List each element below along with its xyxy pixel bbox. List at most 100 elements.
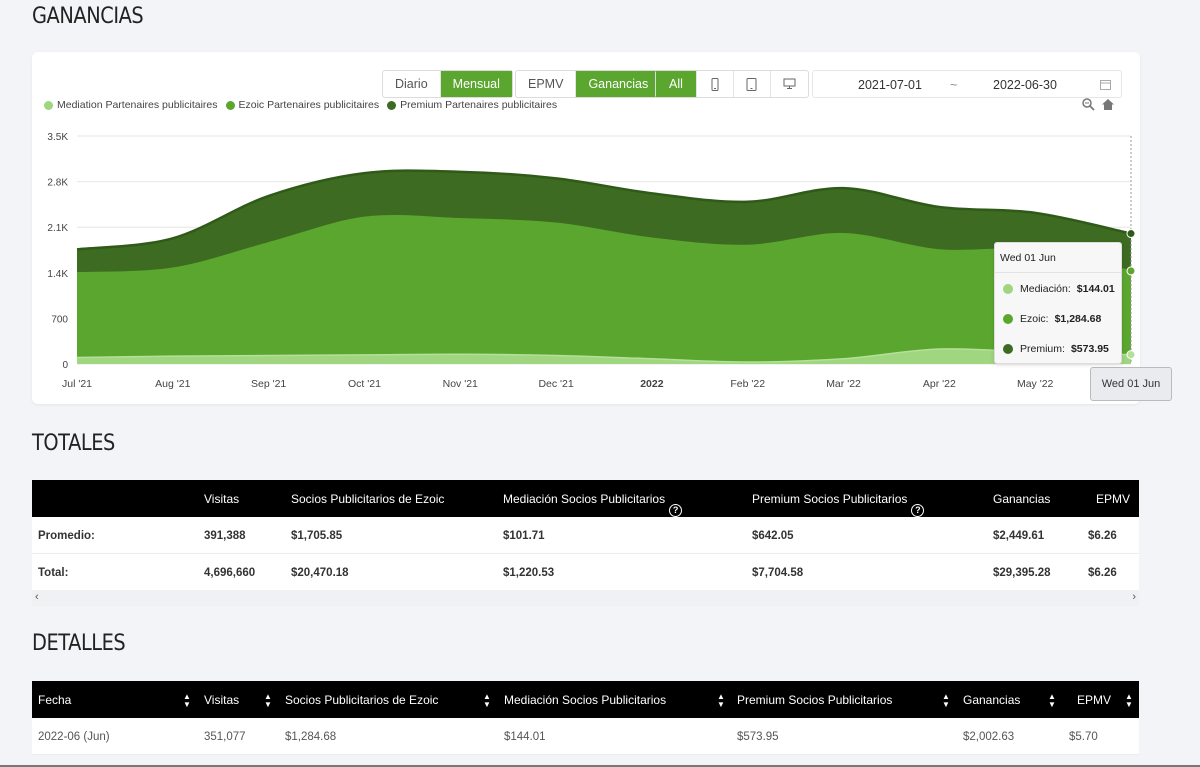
sort-icon[interactable]: ▲ ▼ [264, 692, 272, 709]
chart-tools [1082, 98, 1115, 111]
tooltip-title: Wed 01 Jun [995, 243, 1121, 273]
x-tick-label: Nov '21 [443, 378, 478, 390]
legend-item-mediation[interactable]: Mediation Partenaires publicitaires [44, 99, 218, 111]
cell-mediacion: $1,220.53 [503, 567, 555, 579]
tooltip-dot [1003, 314, 1013, 324]
sort-icon[interactable]: ▲ ▼ [1048, 692, 1056, 709]
calendar-icon [1100, 80, 1111, 90]
header-visitas[interactable]: Visitas [204, 693, 240, 707]
scroll-right-icon[interactable]: › [1132, 591, 1136, 603]
horizontal-scrollbar[interactable]: ‹ › [32, 590, 1139, 606]
header-mediacion[interactable]: Mediación Socios Publicitarios [504, 693, 667, 707]
area-mediation-line [76, 348, 1132, 363]
sort-icon[interactable]: ▲ ▼ [942, 692, 950, 709]
chart-legend: Mediation Partenaires publicitaires Ezoi… [44, 99, 565, 111]
cell-epmv: $6.26 [1088, 530, 1117, 542]
tooltip-dot [1003, 284, 1013, 294]
legend-item-ezoic[interactable]: Ezoic Partenaires publicitaires [225, 99, 380, 111]
cell-ganancias: $2,449.61 [993, 530, 1045, 542]
desktop-button[interactable] [771, 71, 808, 97]
cell-epmv: $6.26 [1088, 567, 1117, 579]
x-tick-label: Mar '22 [826, 378, 861, 390]
header-ezoic[interactable]: Socios Publicitarios de Ezoic [285, 693, 439, 707]
area-mediation [77, 348, 1131, 364]
desktop-icon [783, 78, 796, 89]
y-tick-label: 1.4K [47, 269, 68, 280]
metric-toggle: EPMV Ganancias [515, 70, 662, 98]
tooltip-value: $144.01 [1076, 283, 1115, 295]
legend-label: Ezoic Partenaires publicitaires [238, 99, 380, 111]
sort-icon[interactable]: ▲ ▼ [1125, 692, 1133, 709]
scroll-left-icon[interactable]: ‹ [35, 591, 39, 603]
header-ganancias: Ganancias [993, 492, 1051, 506]
header-ganancias[interactable]: Ganancias [963, 693, 1021, 707]
help-icon[interactable]: ? [669, 504, 683, 517]
date-range-picker[interactable]: 2021-07-01 ~ 2022-06-30 [812, 70, 1122, 98]
x-tick-label: 2022 [640, 378, 664, 390]
cell-mediacion: $101.71 [503, 530, 545, 542]
details-header: Fecha ▲ ▼ Visitas ▲ ▼ Socios Publicitarios… [32, 681, 1139, 718]
mobile-icon [711, 77, 719, 91]
cell-epmv: $5.70 [1069, 731, 1098, 743]
y-tick-label: 3.5K [47, 132, 68, 143]
row-label: Promedio: [38, 530, 95, 542]
cell-ezoic: $1,705.85 [291, 530, 343, 542]
header-epmv[interactable]: EPMV [1077, 693, 1112, 707]
header-mediacion-label: Mediación Socios Publicitarios [503, 492, 666, 506]
cell-mediacion: $144.01 [504, 731, 546, 743]
cell-ezoic: $20,470.18 [291, 567, 349, 579]
ganancias-title: GANANCIAS [32, 4, 144, 29]
cell-ezoic: $1,284.68 [285, 731, 337, 743]
table-row: Total: 4,696,660 $20,470.18 $1,220.53 $7… [32, 554, 1139, 591]
home-icon[interactable] [1101, 98, 1115, 111]
tooltip-row-premium: Premium: $573.95 [1003, 343, 1109, 355]
sort-icon[interactable]: ▲ ▼ [717, 692, 725, 709]
header-ezoic: Socios Publicitarios de Ezoic [291, 492, 445, 506]
header-visitas: Visitas [204, 492, 240, 506]
tooltip-label: Ezoic: [1020, 313, 1049, 325]
x-tick-label: May '22 [1017, 378, 1054, 390]
area-ezoic-line [76, 215, 1132, 274]
area-chart[interactable]: 0 700 1.4K 2.1K 2.8K 3.5K Jul '21 Aug '21 Sep '2… [32, 52, 1140, 404]
earnings-button[interactable]: Ganancias [576, 71, 661, 97]
tooltip-label: Premium: [1020, 343, 1065, 355]
tooltip-row-mediation: Mediación: $144.01 [1003, 283, 1115, 295]
y-tick-label: 0 [62, 360, 68, 371]
epmv-button[interactable]: EPMV [516, 71, 577, 97]
totals-table: Visitas Socios Publicitarios de Ezoic Me… [32, 480, 1139, 591]
date-to: 2022-06-30 [993, 78, 1057, 92]
y-tick-label: 2.8K [47, 178, 68, 189]
mobile-button[interactable] [697, 71, 734, 97]
header-premium: Premium Socios Publicitarios? [752, 492, 925, 517]
earnings-chart-card: Diario Mensual EPMV Ganancias All 2021-0… [32, 52, 1172, 404]
monthly-button[interactable]: Mensual [440, 71, 512, 97]
sort-icon[interactable]: ▲ ▼ [483, 692, 491, 709]
help-icon[interactable]: ? [911, 504, 925, 517]
tablet-icon [746, 77, 757, 91]
tablet-button[interactable] [734, 71, 771, 97]
details-table: Fecha ▲ ▼ Visitas ▲ ▼ Socios Publicitarios… [32, 681, 1139, 755]
cell-visitas: 4,696,660 [204, 567, 256, 579]
header-fecha[interactable]: Fecha [38, 693, 72, 707]
zoom-icon[interactable] [1082, 98, 1095, 111]
header-premium[interactable]: Premium Socios Publicitarios [737, 693, 893, 707]
x-tick-label: Apr '22 [923, 378, 956, 390]
cell-visitas: 351,077 [204, 731, 246, 743]
point-premium [1126, 229, 1136, 239]
sort-icon[interactable]: ▲ ▼ [183, 692, 191, 709]
legend-item-premium[interactable]: Premium Partenaires publicitaires [387, 99, 557, 111]
legend-dot [225, 100, 235, 110]
x-tick-label: Sep '21 [251, 378, 286, 390]
row-label: Total: [38, 567, 69, 579]
cell-premium: $642.05 [752, 530, 794, 542]
header-mediacion: Mediación Socios Publicitarios? [503, 492, 683, 517]
tooltip-value: $573.95 [1070, 343, 1109, 355]
point-mediation [1126, 350, 1136, 360]
cell-ganancias: $2,002.63 [963, 731, 1015, 743]
point-ezoic [1126, 266, 1136, 276]
device-toggle: All [655, 70, 809, 98]
daily-button[interactable]: Diario [383, 71, 441, 97]
header-premium-label: Premium Socios Publicitarios [752, 492, 908, 506]
all-devices-button[interactable]: All [656, 71, 697, 97]
x-tick-label: Oct '21 [348, 378, 381, 390]
